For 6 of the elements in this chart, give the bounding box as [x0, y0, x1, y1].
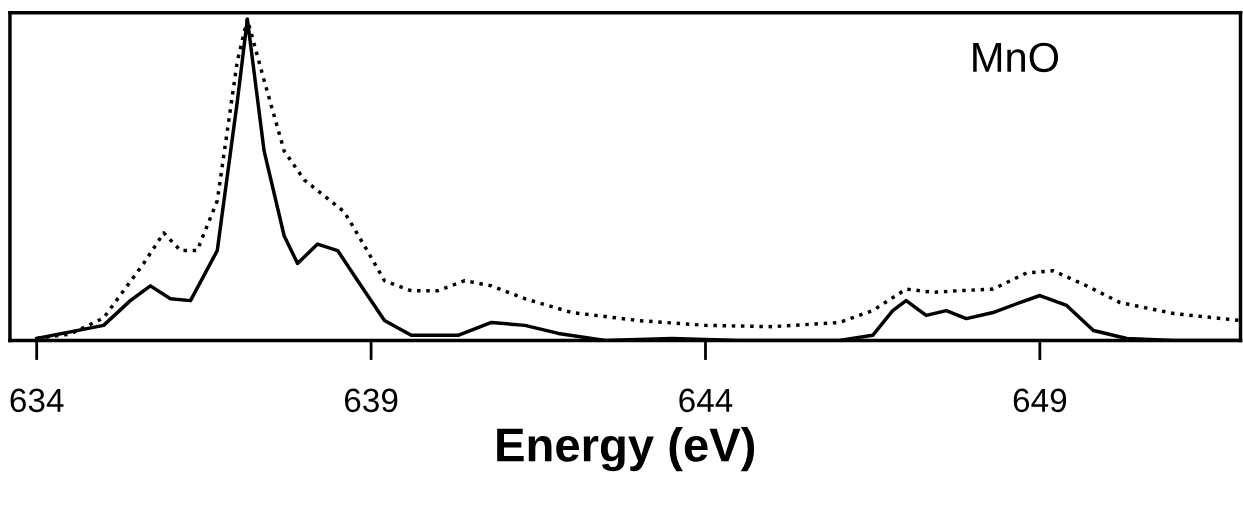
annotation: MnO: [973, 42, 1059, 73]
x-axis-title: Energy (eV): [497, 427, 755, 472]
x-tick-label: 644: [679, 388, 733, 413]
x-tick-label: 634: [10, 388, 64, 413]
x-tick-label: 639: [344, 388, 398, 413]
x-tick-label: 649: [1013, 388, 1067, 413]
